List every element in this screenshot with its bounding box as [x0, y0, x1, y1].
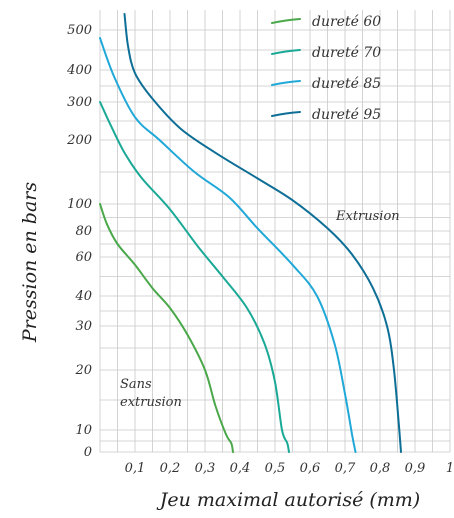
y-tick-label: 80: [75, 224, 92, 239]
y-tick-label: 30: [75, 319, 92, 334]
legend-item: dureté 95: [271, 107, 381, 123]
legend-item: dureté 70: [271, 45, 381, 61]
y-tick-label: 100: [67, 197, 92, 212]
x-tick-label: 0,4: [230, 461, 251, 476]
y-tick-label: 300: [67, 95, 92, 110]
legend-swatch: [271, 111, 301, 117]
x-tick-label: 1: [446, 461, 454, 476]
y-tick-label: 400: [66, 63, 92, 78]
legend-swatch: [271, 80, 301, 86]
legend-item: dureté 60: [271, 14, 381, 30]
y-axis-title: Pression en bars: [19, 182, 41, 343]
x-tick-label: 0,6: [300, 461, 321, 476]
y-tick-label: 0: [84, 445, 92, 460]
legend-label: dureté 85: [312, 76, 381, 92]
legend-swatch: [271, 49, 301, 55]
x-tick-labels: 0,1 0,2 0,3 0,4 0,5 0,6 0,7 0,8 0,9 1: [125, 461, 454, 476]
y-tick-label: 20: [74, 363, 92, 378]
x-tick-label: 0,7: [335, 461, 356, 476]
legend-swatch: [271, 18, 301, 24]
legend: dureté 60 dureté 70 dureté 85 dureté 95: [271, 14, 381, 123]
x-tick-label: 0,9: [405, 461, 426, 476]
series-lines: [99, 13, 402, 453]
y-tick-label: 500: [67, 23, 92, 38]
x-tick-label: 0,8: [370, 461, 391, 476]
series-line-4: [123, 13, 402, 453]
x-tick-label: 0,1: [125, 461, 146, 476]
series-line-1: [99, 203, 234, 453]
grid: [99, 10, 451, 453]
legend-label: dureté 70: [312, 45, 381, 61]
y-tick-label: 60: [75, 250, 92, 265]
x-tick-label: 0,5: [265, 461, 286, 476]
x-tick-label: 0,2: [160, 461, 181, 476]
legend-item: dureté 85: [271, 76, 381, 92]
series-line-3: [99, 37, 357, 453]
y-tick-label: 10: [75, 423, 92, 438]
y-tick-labels: 0 10 20 30 40 60 80 100 200 300 400 500: [66, 23, 92, 460]
series-line-2: [99, 101, 290, 453]
legend-label: dureté 95: [312, 107, 381, 123]
y-tick-label: 40: [74, 289, 92, 304]
x-axis-title: Jeu maximal autorisé (mm): [156, 489, 420, 511]
annotation-sans-extrusion: Sans extrusion: [120, 377, 182, 410]
y-tick-label: 200: [66, 133, 92, 148]
legend-label: dureté 60: [312, 14, 381, 30]
x-tick-label: 0,3: [195, 461, 216, 476]
annotation-extrusion: Extrusion: [335, 209, 400, 224]
